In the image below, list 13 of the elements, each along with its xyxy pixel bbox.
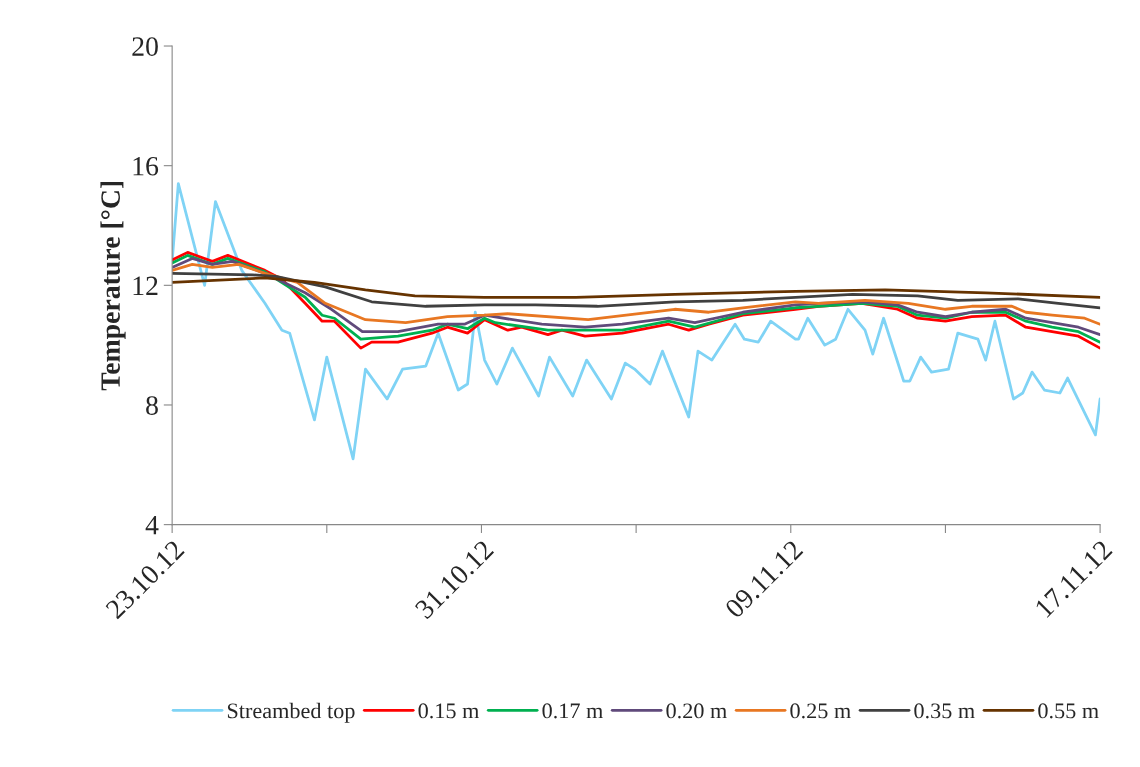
y-tick-label: 8 (146, 396, 158, 415)
legend-label: 0.25 m (790, 703, 851, 719)
legend-label: 0.20 m (666, 703, 727, 719)
y-tick-label: 12 (133, 276, 158, 295)
legend-label: 0.35 m (914, 703, 975, 719)
legend-label: Streambed top (227, 702, 355, 723)
y-tick-label: 4 (145, 515, 159, 535)
y-axis-title: Temperature [°C] (100, 181, 126, 391)
y-tick-label: 16 (133, 156, 159, 176)
legend-label: 0.55 m (1038, 703, 1099, 719)
y-tick-label: 20 (132, 37, 158, 56)
legend-label: 0.17 m (542, 703, 603, 719)
legend-label: 0.15 m (418, 703, 480, 719)
